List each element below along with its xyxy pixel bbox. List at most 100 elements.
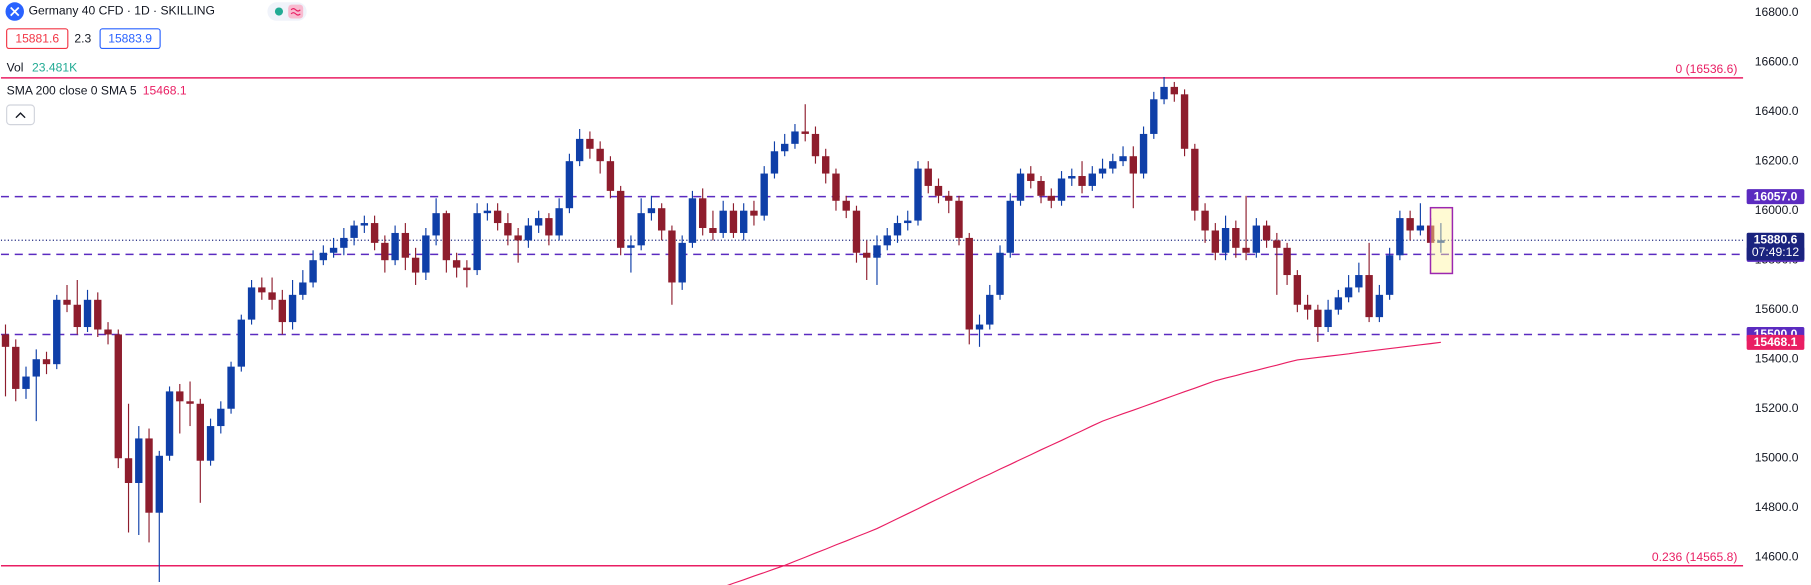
fib-level-label: 0.236 (14565.8) [1652, 550, 1738, 564]
candle-body [1150, 99, 1158, 134]
candle-body [370, 223, 379, 243]
candle-body [247, 287, 256, 320]
candle-body [145, 438, 153, 513]
candle-body [678, 242, 686, 283]
candle-body [176, 391, 184, 402]
level-price-label-bg [1746, 189, 1805, 205]
candle-body [227, 366, 235, 409]
candle-body [914, 168, 922, 221]
delayed-icon [288, 4, 304, 19]
candle-body [1303, 304, 1312, 310]
candle-body [1396, 218, 1404, 256]
candle-body [1180, 94, 1189, 149]
collapse-button[interactable] [6, 104, 35, 126]
candle-body [534, 218, 543, 226]
candle-body [1098, 168, 1107, 174]
fib-level-label: 0 (16536.6) [1675, 62, 1737, 76]
plot-area: 0 (16536.6) 0.236 (14565.8) [0, 62, 1744, 585]
candle-body [986, 294, 994, 325]
ask-box[interactable] [99, 28, 161, 50]
y-tick-label: 16000.0 [1755, 203, 1799, 217]
candle-body [114, 334, 122, 459]
candle-body [1385, 255, 1394, 295]
candle-body [104, 329, 112, 335]
candle-body [135, 438, 143, 484]
candle-body [442, 213, 451, 261]
candle-body [1273, 240, 1281, 248]
volume-label: Vol [7, 60, 24, 74]
countdown-label: 07:49:12 [1752, 245, 1799, 259]
candle-body [668, 230, 676, 283]
y-tick-label: 14600.0 [1755, 549, 1799, 563]
symbol-logo-glyph [10, 6, 20, 17]
candle-body [1006, 200, 1014, 253]
candle-body [1129, 156, 1137, 174]
candle-body [319, 252, 328, 261]
sma-line [726, 341, 1441, 585]
candle-body [863, 252, 871, 258]
candle-body [975, 324, 984, 330]
candle-body [1283, 247, 1291, 276]
sma-label: SMA 200 close 0 SMA 5 [7, 83, 137, 97]
ask-price: 15883.9 [108, 31, 152, 45]
candle-body [196, 403, 204, 461]
level-price-label: 16057.0 [1754, 189, 1798, 203]
candle-body [1262, 225, 1271, 241]
candle-body [329, 247, 338, 253]
candle-body [729, 210, 738, 233]
candle-body [186, 401, 194, 404]
candle-body [278, 299, 287, 323]
legend: Germany 40 CFD · 1D · SKILLING 15881.6 2… [5, 2, 307, 126]
y-tick-label: 15200.0 [1755, 401, 1799, 415]
candle-body [340, 237, 348, 248]
candle-body [924, 168, 932, 186]
candle-body [709, 228, 717, 233]
candle-body [1406, 218, 1414, 231]
candle-body [637, 213, 645, 246]
price-axis: 14600.0 14800.0 15000.0 15200.0 15400.0 15600… [1743, 0, 1805, 585]
candle-body [206, 426, 215, 461]
y-tick-label: 16400.0 [1755, 104, 1799, 118]
current-price-bg [1746, 232, 1805, 261]
candle-body [565, 161, 574, 209]
candle-body [647, 208, 656, 214]
candle-body [596, 148, 604, 162]
candle-body [42, 359, 51, 365]
candle-body [1355, 275, 1363, 288]
candle-body [811, 133, 820, 157]
y-tick-label: 15000.0 [1755, 450, 1799, 464]
candle-body [832, 173, 840, 201]
candle-body [309, 260, 317, 283]
candle-body [657, 208, 666, 231]
candle-body [524, 225, 533, 241]
candle-body [627, 245, 635, 248]
candle-body [288, 294, 297, 323]
candle-body [1027, 173, 1035, 181]
candle-body [945, 195, 953, 201]
candle-body [1211, 230, 1220, 253]
candle-body [801, 131, 809, 134]
candle-body [1068, 176, 1076, 179]
candle-body [1252, 225, 1261, 253]
candle-body [22, 376, 30, 389]
candle-body [873, 245, 881, 258]
bid-box[interactable] [6, 28, 69, 50]
candle-body [94, 299, 102, 330]
y-tick-label: 16800.0 [1755, 5, 1799, 19]
y-tick-label: 16600.0 [1755, 54, 1799, 68]
candle-body [955, 200, 963, 238]
candle-body [688, 198, 697, 243]
candle-body [1139, 133, 1148, 174]
candle-body [965, 237, 973, 330]
y-tick-label: 15400.0 [1755, 351, 1799, 365]
highlight-box[interactable] [1429, 206, 1454, 275]
candle-body [545, 218, 553, 236]
spread: 2.3 [74, 31, 91, 45]
sma-value: 15468.1 [143, 83, 187, 97]
candle-body [698, 198, 707, 229]
volume-value: 23.481K [32, 60, 77, 74]
candle-body [63, 299, 71, 305]
candle-body [616, 190, 625, 248]
candle-body [422, 235, 430, 273]
